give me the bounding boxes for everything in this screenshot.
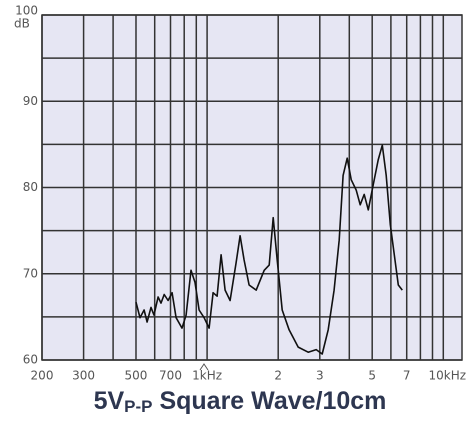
x-tick-label: 5 [368, 369, 376, 383]
y-tick-label: 80 [23, 180, 38, 194]
y-tick-label: 90 [23, 94, 38, 108]
x-tick-label: 2 [274, 369, 282, 383]
title-subscript: P-P [124, 397, 152, 416]
y-tick-label: 60 [23, 353, 38, 367]
x-tick-label: 700 [159, 369, 182, 383]
x-tick-label: 300 [72, 369, 95, 383]
chart-title: 5VP-P Square Wave/10cm [94, 387, 387, 417]
kHz-arrow [199, 363, 209, 371]
title-rest: Square Wave/10cm [153, 387, 387, 415]
x-tick-label: 10kHz [429, 369, 467, 383]
y-tick-label: 100 [15, 4, 38, 18]
response-line [135, 144, 403, 355]
x-tick-label: 7 [403, 369, 411, 383]
title-main: 5V [94, 387, 125, 415]
y-axis-label: dB [14, 17, 30, 31]
x-tick-label: 1kHz [192, 369, 222, 383]
plot-frame [41, 14, 463, 361]
x-tick-label: 500 [125, 369, 148, 383]
x-tick-label: 3 [316, 369, 324, 383]
grid [41, 14, 462, 361]
y-tick-label: 70 [23, 266, 38, 280]
x-tick-label: 200 [31, 369, 54, 383]
